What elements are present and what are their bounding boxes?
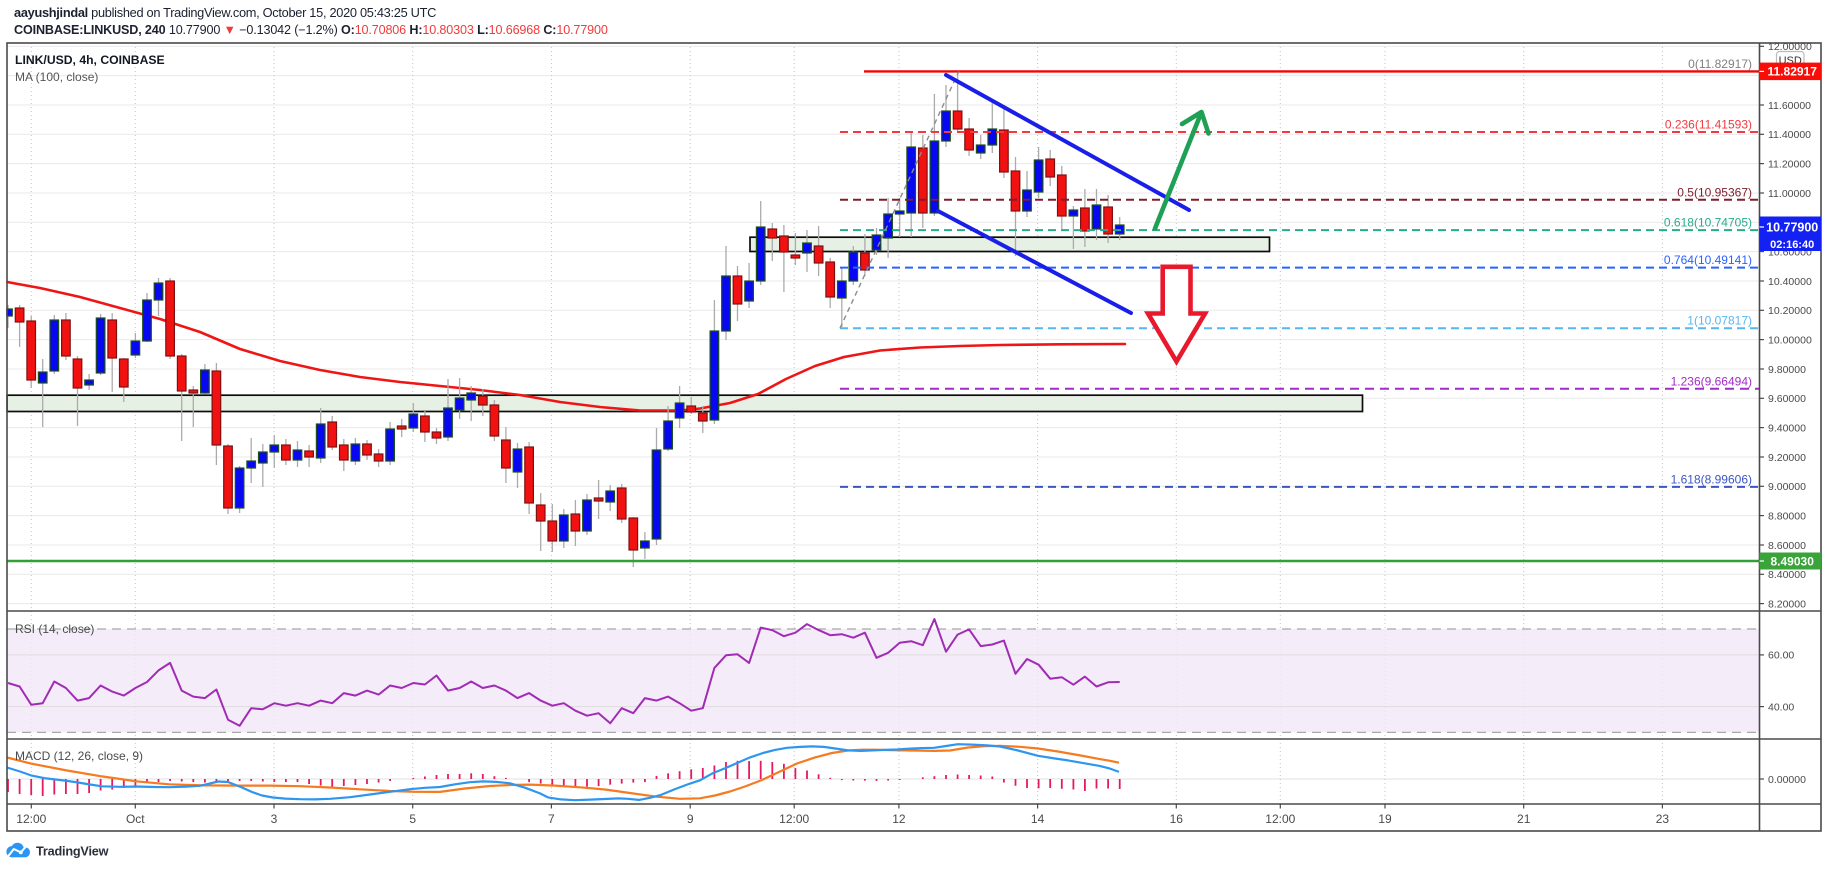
svg-text:12:00: 12:00 [779, 812, 809, 826]
svg-text:10.20000: 10.20000 [1768, 305, 1812, 317]
svg-text:aayushjindal published on Trad: aayushjindal published on TradingView.co… [14, 5, 436, 20]
svg-text:MA (100, close): MA (100, close) [15, 70, 98, 84]
svg-text:11.60000: 11.60000 [1768, 100, 1811, 112]
svg-text:LINK/USD, 4h, COINBASE: LINK/USD, 4h, COINBASE [15, 53, 165, 67]
svg-text:0.236(11.41593): 0.236(11.41593) [1665, 118, 1752, 132]
svg-text:8.80000: 8.80000 [1768, 510, 1806, 522]
svg-text:0.618(10.74705): 0.618(10.74705) [1664, 216, 1752, 230]
svg-text:10.00000: 10.00000 [1768, 334, 1812, 346]
svg-text:16: 16 [1170, 812, 1184, 826]
svg-text:5: 5 [409, 812, 416, 826]
svg-text:23: 23 [1656, 812, 1670, 826]
svg-text:3: 3 [271, 812, 278, 826]
svg-text:9.40000: 9.40000 [1768, 422, 1806, 434]
svg-text:7: 7 [548, 812, 555, 826]
svg-text:8.40000: 8.40000 [1768, 569, 1806, 581]
svg-text:11.00000: 11.00000 [1768, 188, 1811, 200]
svg-text:RSI (14, close): RSI (14, close) [15, 622, 94, 636]
svg-text:10.77900: 10.77900 [1766, 221, 1818, 235]
svg-text:MACD (12, 26, close, 9): MACD (12, 26, close, 9) [15, 749, 143, 763]
svg-text:12: 12 [892, 812, 906, 826]
svg-text:8.49030: 8.49030 [1771, 554, 1815, 568]
svg-text:11.40000: 11.40000 [1768, 129, 1811, 141]
svg-text:1.618(8.99606): 1.618(8.99606) [1671, 472, 1752, 486]
svg-text:21: 21 [1517, 812, 1531, 826]
svg-text:40.00: 40.00 [1768, 701, 1794, 713]
svg-text:12:00: 12:00 [16, 812, 46, 826]
svg-text:8.60000: 8.60000 [1768, 540, 1806, 552]
svg-text:COINBASE:LINKUSD, 240 10.7790: COINBASE:LINKUSD, 240 10.77900 ▼ −0.1304… [14, 23, 608, 37]
svg-text:1.236(9.66494): 1.236(9.66494) [1671, 374, 1752, 388]
svg-text:9.60000: 9.60000 [1768, 393, 1806, 405]
svg-text:1(10.07817): 1(10.07817) [1687, 314, 1752, 328]
svg-text:0.764(10.49141): 0.764(10.49141) [1664, 253, 1752, 267]
svg-text:10.40000: 10.40000 [1768, 276, 1812, 288]
svg-text:Oct: Oct [126, 812, 145, 826]
svg-text:60.00: 60.00 [1768, 650, 1794, 662]
svg-text:11.82917: 11.82917 [1768, 65, 1818, 79]
svg-text:9.00000: 9.00000 [1768, 481, 1806, 493]
svg-text:12:00: 12:00 [1265, 812, 1295, 826]
svg-text:9: 9 [687, 812, 694, 826]
svg-text:02:16:40: 02:16:40 [1770, 239, 1814, 251]
svg-text:11.20000: 11.20000 [1768, 158, 1811, 170]
svg-text:0(11.82917): 0(11.82917) [1688, 57, 1752, 71]
svg-text:8.20000: 8.20000 [1768, 598, 1806, 610]
svg-text:0.5(10.95367): 0.5(10.95367) [1677, 185, 1752, 199]
svg-text:9.80000: 9.80000 [1768, 364, 1806, 376]
svg-text:14: 14 [1031, 812, 1045, 826]
svg-text:19: 19 [1378, 812, 1392, 826]
svg-text:12.00000: 12.00000 [1768, 41, 1812, 53]
svg-text:9.20000: 9.20000 [1768, 452, 1806, 464]
svg-text:0.00000: 0.00000 [1768, 774, 1806, 786]
svg-text:TradingView: TradingView [36, 845, 109, 859]
